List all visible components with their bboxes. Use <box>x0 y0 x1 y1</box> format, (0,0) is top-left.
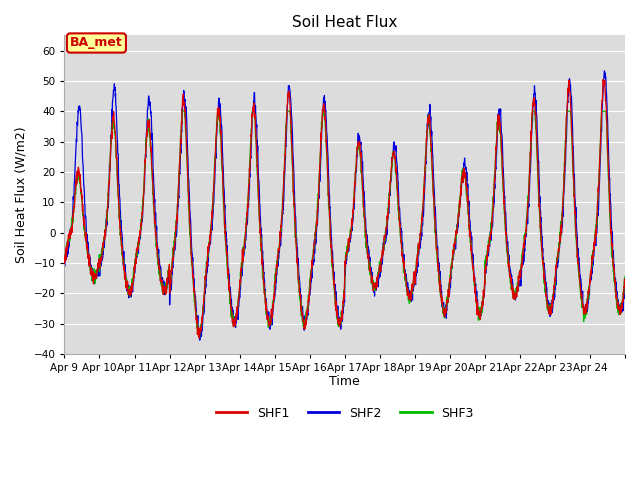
Legend: SHF1, SHF2, SHF3: SHF1, SHF2, SHF3 <box>211 402 479 425</box>
Title: Soil Heat Flux: Soil Heat Flux <box>292 15 397 30</box>
X-axis label: Time: Time <box>330 374 360 387</box>
Text: BA_met: BA_met <box>70 36 123 49</box>
Y-axis label: Soil Heat Flux (W/m2): Soil Heat Flux (W/m2) <box>15 126 28 263</box>
